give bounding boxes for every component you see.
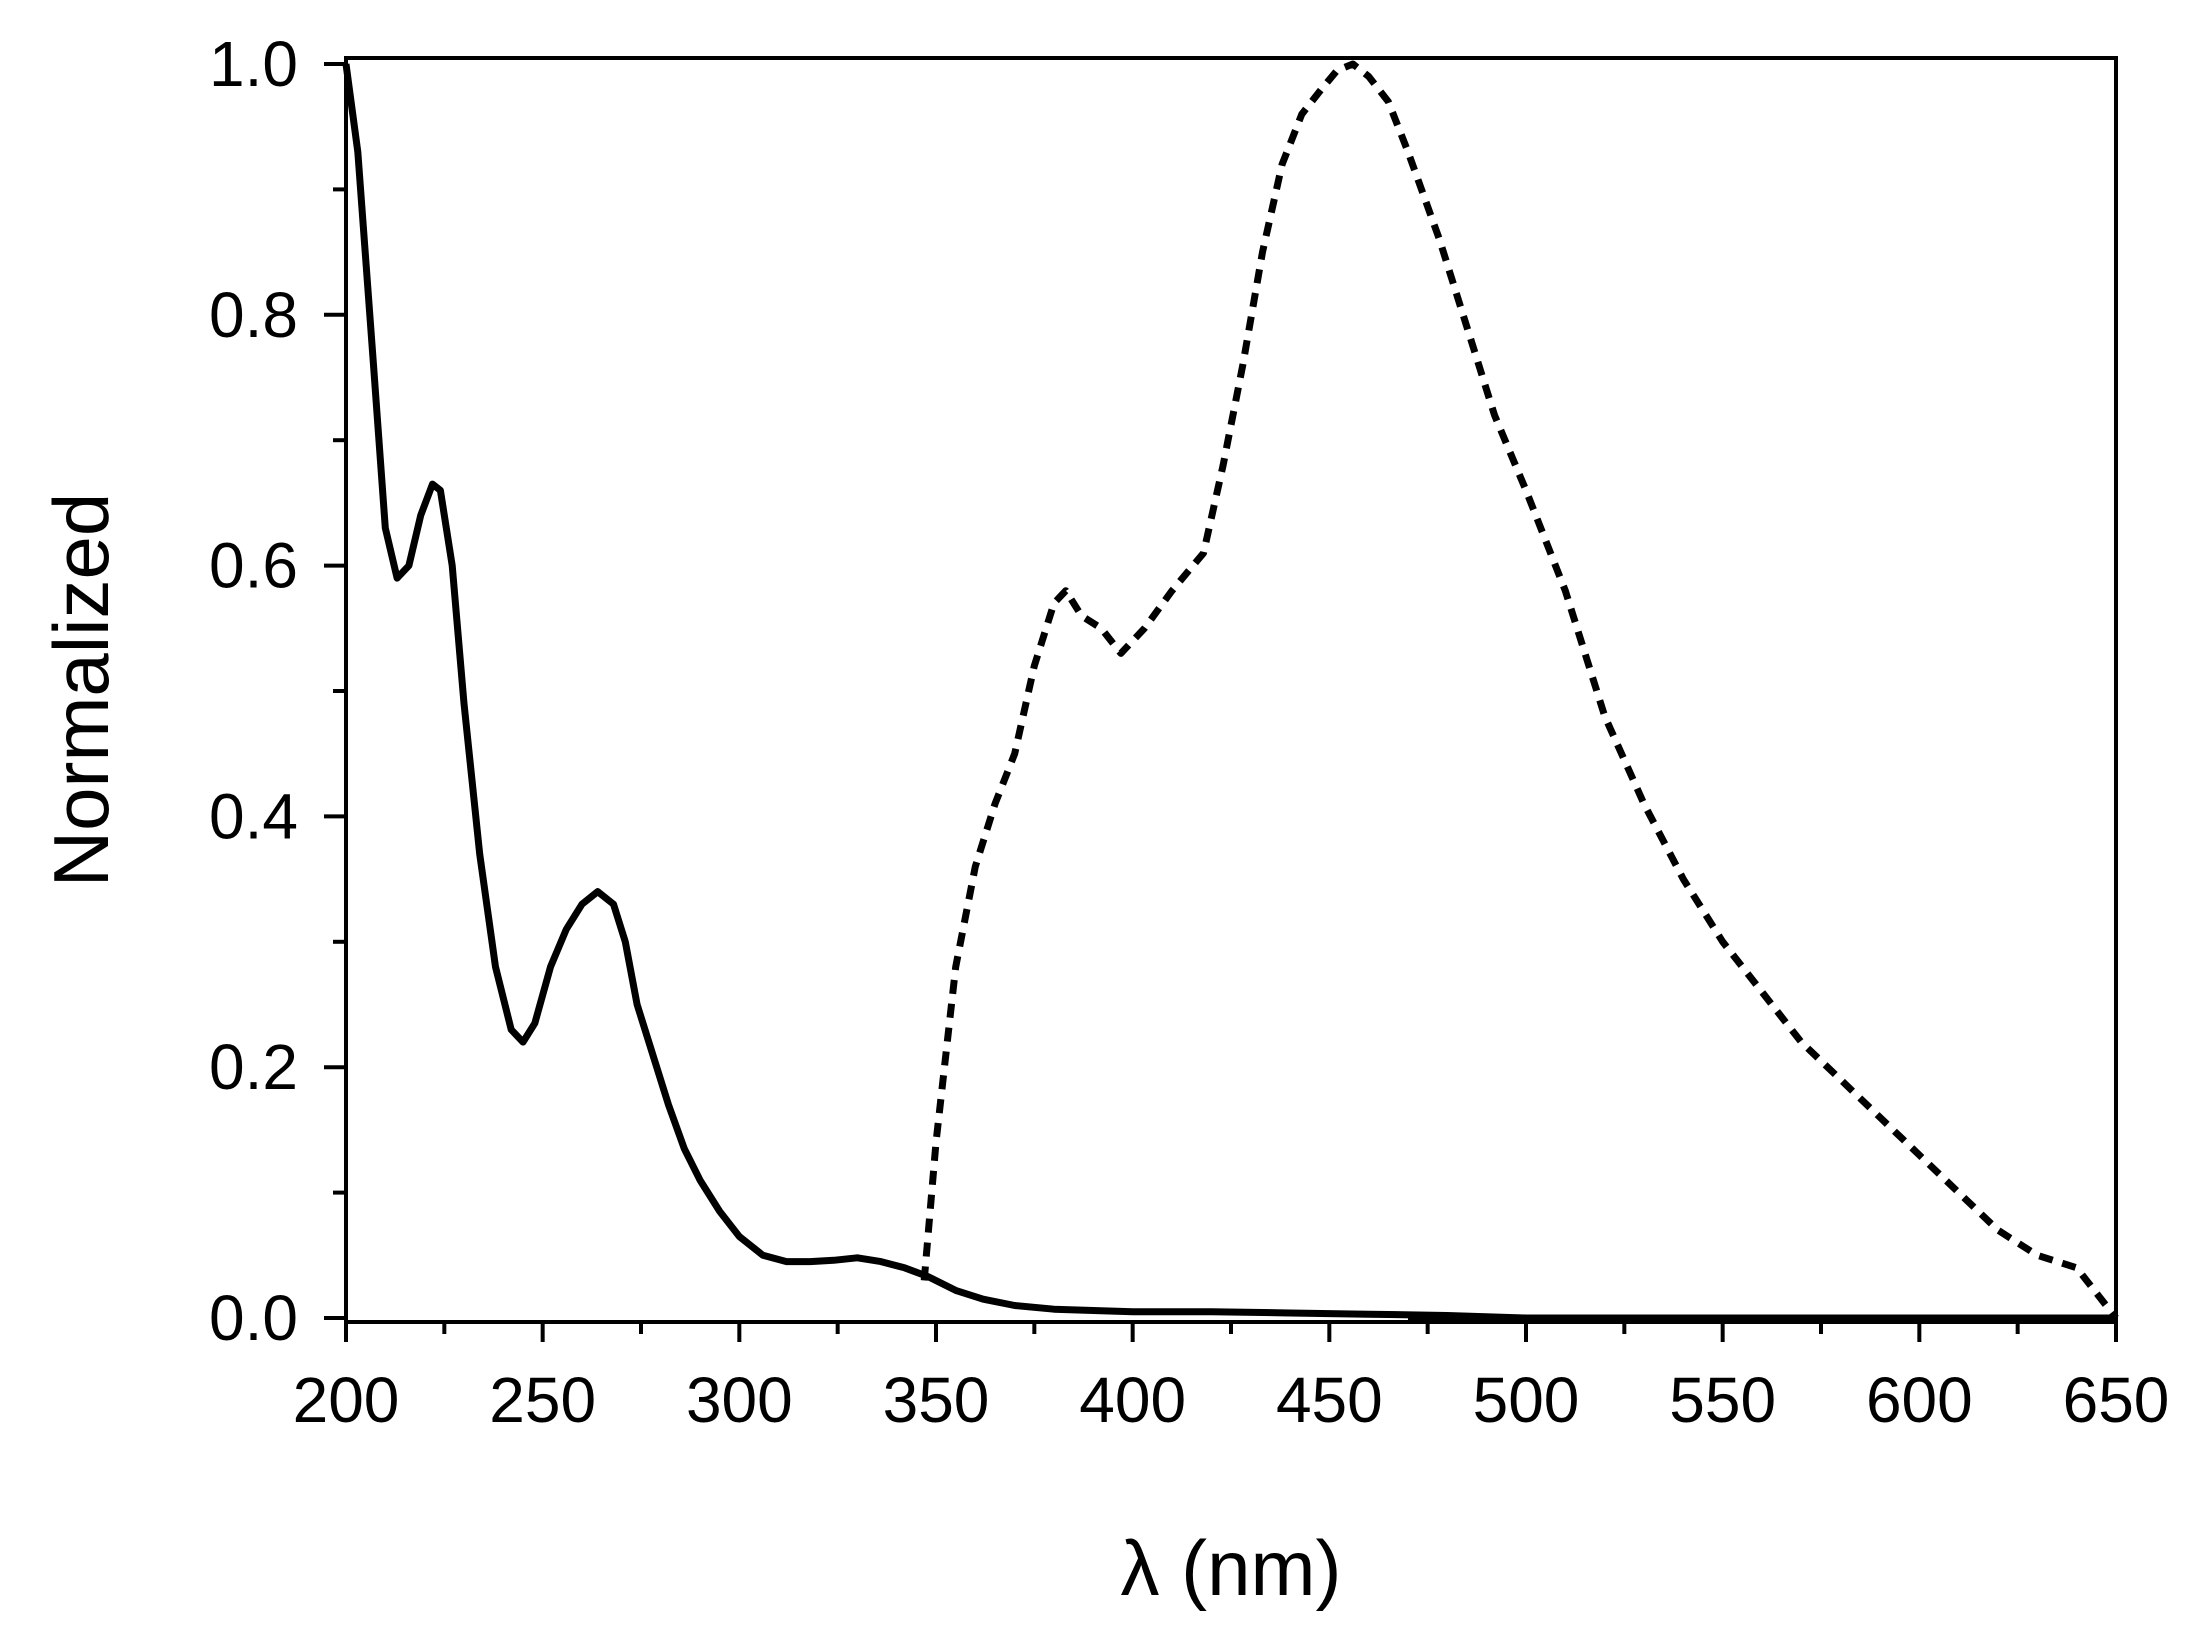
y-tick-label: 0.4 <box>209 780 298 852</box>
x-tick-label: 550 <box>1669 1364 1776 1436</box>
absorption-series-line <box>342 63 2116 1322</box>
y-tick-label: 0.8 <box>209 279 298 351</box>
x-tick-label: 300 <box>686 1364 793 1436</box>
x-tick-label: 200 <box>293 1364 400 1436</box>
ticks-layer: 200 250 300 350 400 450 500 550 600 650 0.0 0.2 0.4 0… <box>209 28 2169 1436</box>
y-tick-label: 1.0 <box>209 28 298 100</box>
x-tick-label: 250 <box>489 1364 596 1436</box>
y-axis-title: Normalized <box>37 493 125 887</box>
x-axis-title: λ (nm) <box>1121 1524 1342 1612</box>
y-tick-label: 0.0 <box>209 1282 298 1354</box>
x-tick-label: 500 <box>1473 1364 1580 1436</box>
y-tick-label: 0.2 <box>209 1031 298 1103</box>
x-tick-label: 650 <box>2063 1364 2170 1436</box>
x-tick-label: 600 <box>1866 1364 1973 1436</box>
emission-series-line <box>920 60 2119 1321</box>
y-tick-label: 0.6 <box>209 530 298 602</box>
x-tick-label: 450 <box>1276 1364 1383 1436</box>
x-tick-label: 350 <box>883 1364 990 1436</box>
x-tick-label: 400 <box>1079 1364 1186 1436</box>
